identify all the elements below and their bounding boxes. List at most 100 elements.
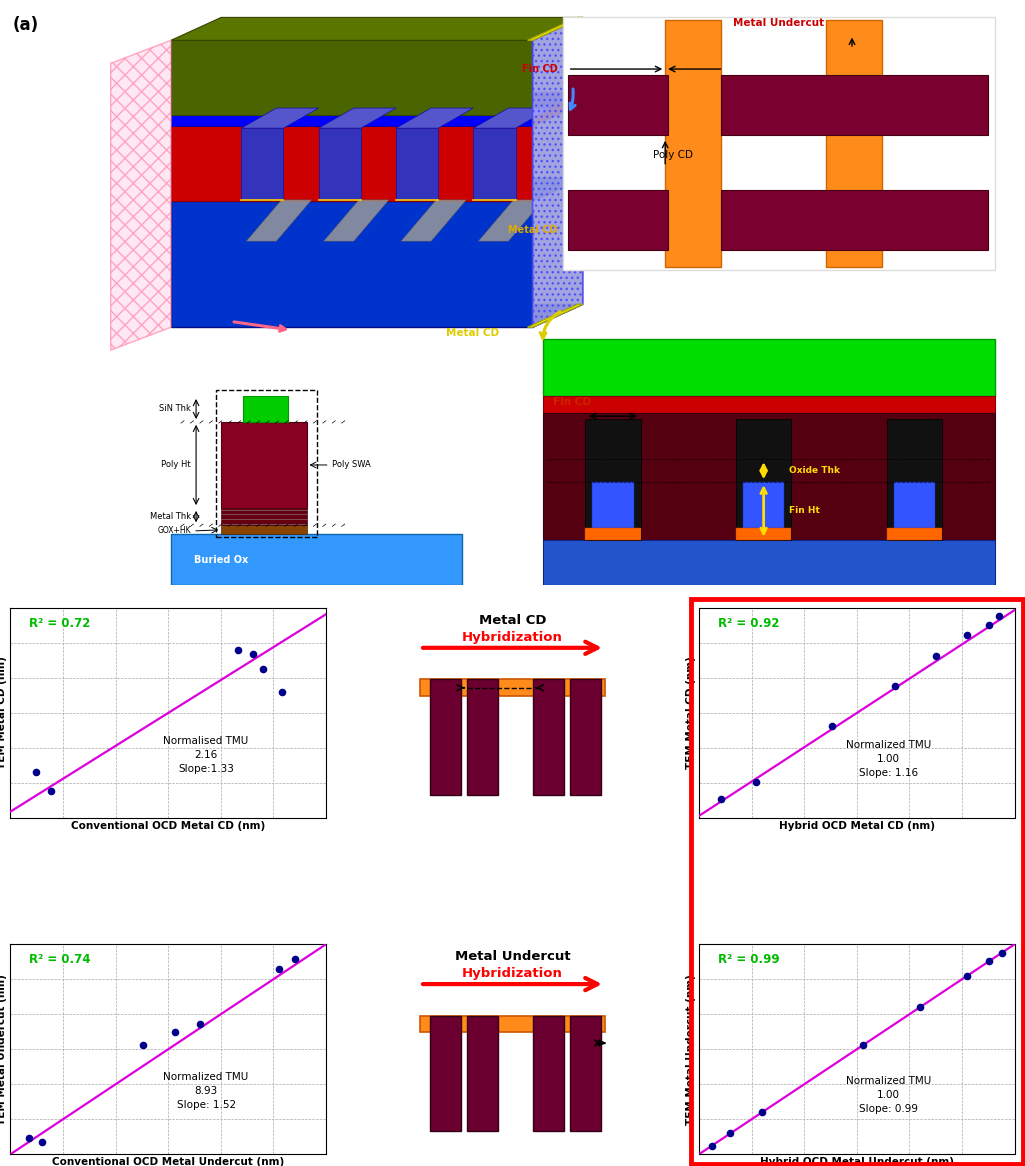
Point (255, 660, 272, 679)
Polygon shape (171, 178, 583, 201)
Polygon shape (319, 128, 361, 199)
Text: Normalized TMU
1.00
Slope: 1.16: Normalized TMU 1.00 Slope: 1.16 (846, 740, 931, 778)
Bar (467, 1016, 498, 1131)
X-axis label: Conventional OCD Metal Undercut (nm): Conventional OCD Metal Undercut (nm) (52, 1157, 284, 1166)
Point (723, 1124, 739, 1143)
Bar (542, 396, 994, 413)
Polygon shape (528, 17, 583, 41)
Bar (722, 190, 988, 250)
Bar (171, 534, 462, 585)
Polygon shape (401, 199, 466, 241)
Bar (826, 20, 883, 267)
Bar (570, 1016, 601, 1131)
Bar (722, 75, 988, 135)
Bar (533, 680, 564, 795)
Point (286, 949, 302, 968)
Polygon shape (474, 108, 550, 128)
Point (34, 1132, 50, 1151)
Bar (430, 1016, 461, 1131)
Text: Normalized TMU
1.00
Slope: 0.99: Normalized TMU 1.00 Slope: 0.99 (846, 1076, 931, 1115)
Point (912, 998, 929, 1017)
Y-axis label: TEM Metal CD (nm): TEM Metal CD (nm) (0, 656, 7, 770)
Text: R² = 0.72: R² = 0.72 (29, 617, 90, 630)
Point (43, 781, 59, 800)
Polygon shape (319, 108, 396, 128)
Bar (887, 528, 942, 540)
Polygon shape (241, 128, 284, 199)
Polygon shape (241, 108, 319, 128)
Bar (743, 483, 784, 528)
Bar (585, 528, 641, 540)
Point (959, 967, 976, 985)
X-axis label: Hybrid OCD Metal Undercut (nm): Hybrid OCD Metal Undercut (nm) (760, 1157, 954, 1166)
Text: Metal CD: Metal CD (446, 328, 499, 338)
Text: Metal CD: Metal CD (479, 614, 546, 627)
Bar (887, 419, 942, 540)
Polygon shape (171, 41, 533, 115)
Bar (568, 190, 668, 250)
Polygon shape (171, 17, 583, 41)
Text: Poly CD: Poly CD (653, 150, 693, 160)
Polygon shape (171, 304, 583, 328)
Text: Normalized TMU
8.93
Slope: 1.52: Normalized TMU 8.93 Slope: 1.52 (163, 1073, 249, 1110)
Bar (665, 20, 722, 267)
Y-axis label: TEM Metal Undercut (nm): TEM Metal Undercut (nm) (0, 974, 7, 1125)
Text: Oxide Thk: Oxide Thk (789, 466, 839, 476)
Text: (a): (a) (12, 16, 38, 34)
Text: Poly Ht: Poly Ht (161, 461, 191, 470)
Text: (b): (b) (15, 613, 42, 631)
Bar (585, 419, 641, 540)
Text: GOX+HK: GOX+HK (158, 526, 191, 535)
Bar (430, 680, 461, 795)
Y-axis label: TEM Metal CD (nm): TEM Metal CD (nm) (686, 656, 696, 770)
Text: Fin CD: Fin CD (522, 64, 558, 73)
Point (28, 763, 44, 781)
Polygon shape (111, 41, 171, 350)
Text: Metal Undercut: Metal Undercut (455, 950, 570, 963)
Text: Buried Ox: Buried Ox (194, 555, 248, 564)
Text: Hybridization: Hybridization (462, 968, 563, 981)
Text: SiN Thk: SiN Thk (159, 405, 191, 413)
Bar (216, 391, 317, 536)
Point (994, 943, 1011, 962)
Polygon shape (246, 199, 312, 241)
X-axis label: Conventional OCD Metal CD (nm): Conventional OCD Metal CD (nm) (71, 821, 265, 831)
Polygon shape (474, 128, 516, 199)
Polygon shape (533, 17, 583, 328)
Point (981, 616, 997, 634)
X-axis label: Hybrid OCD Metal CD (nm): Hybrid OCD Metal CD (nm) (779, 821, 935, 831)
Point (712, 789, 729, 808)
Bar (542, 540, 994, 585)
Point (855, 1035, 871, 1054)
Y-axis label: TEM Metal Undercut (nm): TEM Metal Undercut (nm) (686, 974, 696, 1125)
Bar (420, 1016, 605, 1032)
Bar (221, 508, 306, 525)
Bar (221, 422, 306, 508)
Text: R² = 0.74: R² = 0.74 (29, 953, 90, 967)
Polygon shape (479, 199, 543, 241)
Bar (533, 1016, 564, 1131)
Text: Metal Undercut: Metal Undercut (733, 17, 824, 28)
Polygon shape (324, 199, 388, 241)
Text: Fin CD: Fin CD (552, 396, 590, 407)
Bar (736, 419, 791, 540)
Bar (243, 396, 288, 422)
Polygon shape (171, 92, 583, 115)
Text: Metal Thk: Metal Thk (150, 512, 191, 521)
Text: Metal CD: Metal CD (508, 225, 558, 234)
Polygon shape (171, 115, 533, 126)
Polygon shape (171, 104, 583, 126)
Bar (420, 680, 605, 696)
Text: R² = 0.99: R² = 0.99 (718, 953, 779, 967)
Bar (542, 413, 994, 540)
Polygon shape (528, 304, 583, 328)
Text: Fin Ht: Fin Ht (789, 506, 820, 515)
Point (959, 626, 976, 645)
Point (981, 951, 997, 970)
Point (747, 773, 764, 792)
Bar (894, 483, 935, 528)
Point (230, 640, 246, 659)
Polygon shape (396, 108, 474, 128)
Polygon shape (171, 126, 533, 201)
Polygon shape (533, 17, 583, 328)
